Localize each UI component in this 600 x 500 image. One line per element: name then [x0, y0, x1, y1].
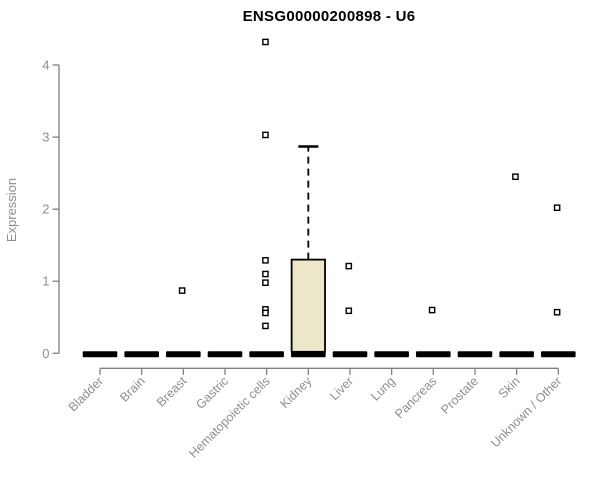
- y-tick-label: 4: [42, 58, 49, 73]
- median-bar: [457, 351, 493, 358]
- median-bar: [541, 351, 576, 358]
- y-tick-label: 3: [42, 130, 49, 145]
- outlier-point: [262, 38, 269, 46]
- chart-title: ENSG00000200898 - U6: [242, 8, 416, 25]
- median-bar: [416, 351, 451, 358]
- x-tick-label: Lung: [368, 374, 398, 404]
- x-tick-label: Prostate: [438, 374, 481, 417]
- y-tick-label: 1: [42, 274, 49, 289]
- x-tick-label: Kidney: [278, 374, 315, 411]
- median-bar: [124, 351, 159, 358]
- median-bar: [291, 351, 326, 358]
- x-tick-label: Unknown / Other: [488, 374, 564, 450]
- outlier-point: [262, 279, 269, 286]
- x-tick-label: Gastric: [193, 374, 231, 412]
- outlier-point: [262, 322, 269, 330]
- outlier-point: [178, 287, 186, 294]
- outlier-point: [553, 204, 561, 212]
- x-tick-label: Skin: [496, 374, 523, 401]
- outlier-point: [345, 307, 353, 315]
- outlier-point: [553, 308, 561, 316]
- median-bar: [82, 351, 118, 358]
- x-tick-label: Hematopoietic cells: [186, 374, 273, 461]
- x-tick-label: Brain: [117, 374, 148, 405]
- median-bar: [332, 351, 368, 358]
- median-bar: [249, 351, 284, 358]
- outlier-point: [262, 131, 269, 139]
- x-tick-label: Bladder: [66, 374, 106, 414]
- median-bar: [166, 351, 201, 358]
- outlier-point: [428, 306, 436, 314]
- x-tick-label: Liver: [327, 374, 356, 403]
- outlier-point: [262, 270, 269, 278]
- y-tick-label: 0: [42, 346, 49, 361]
- median-bar: [374, 351, 409, 358]
- box-kidney: [290, 258, 326, 353]
- outlier-point: [345, 262, 353, 270]
- outlier-point: [262, 309, 269, 317]
- outlier-point: [512, 173, 519, 181]
- y-tick-label: 2: [42, 202, 49, 217]
- x-tick-label: Pancreas: [392, 374, 439, 421]
- median-bar: [207, 351, 243, 358]
- outlier-point: [262, 257, 269, 264]
- x-tick-label: Breast: [154, 374, 190, 410]
- median-bar: [499, 351, 534, 358]
